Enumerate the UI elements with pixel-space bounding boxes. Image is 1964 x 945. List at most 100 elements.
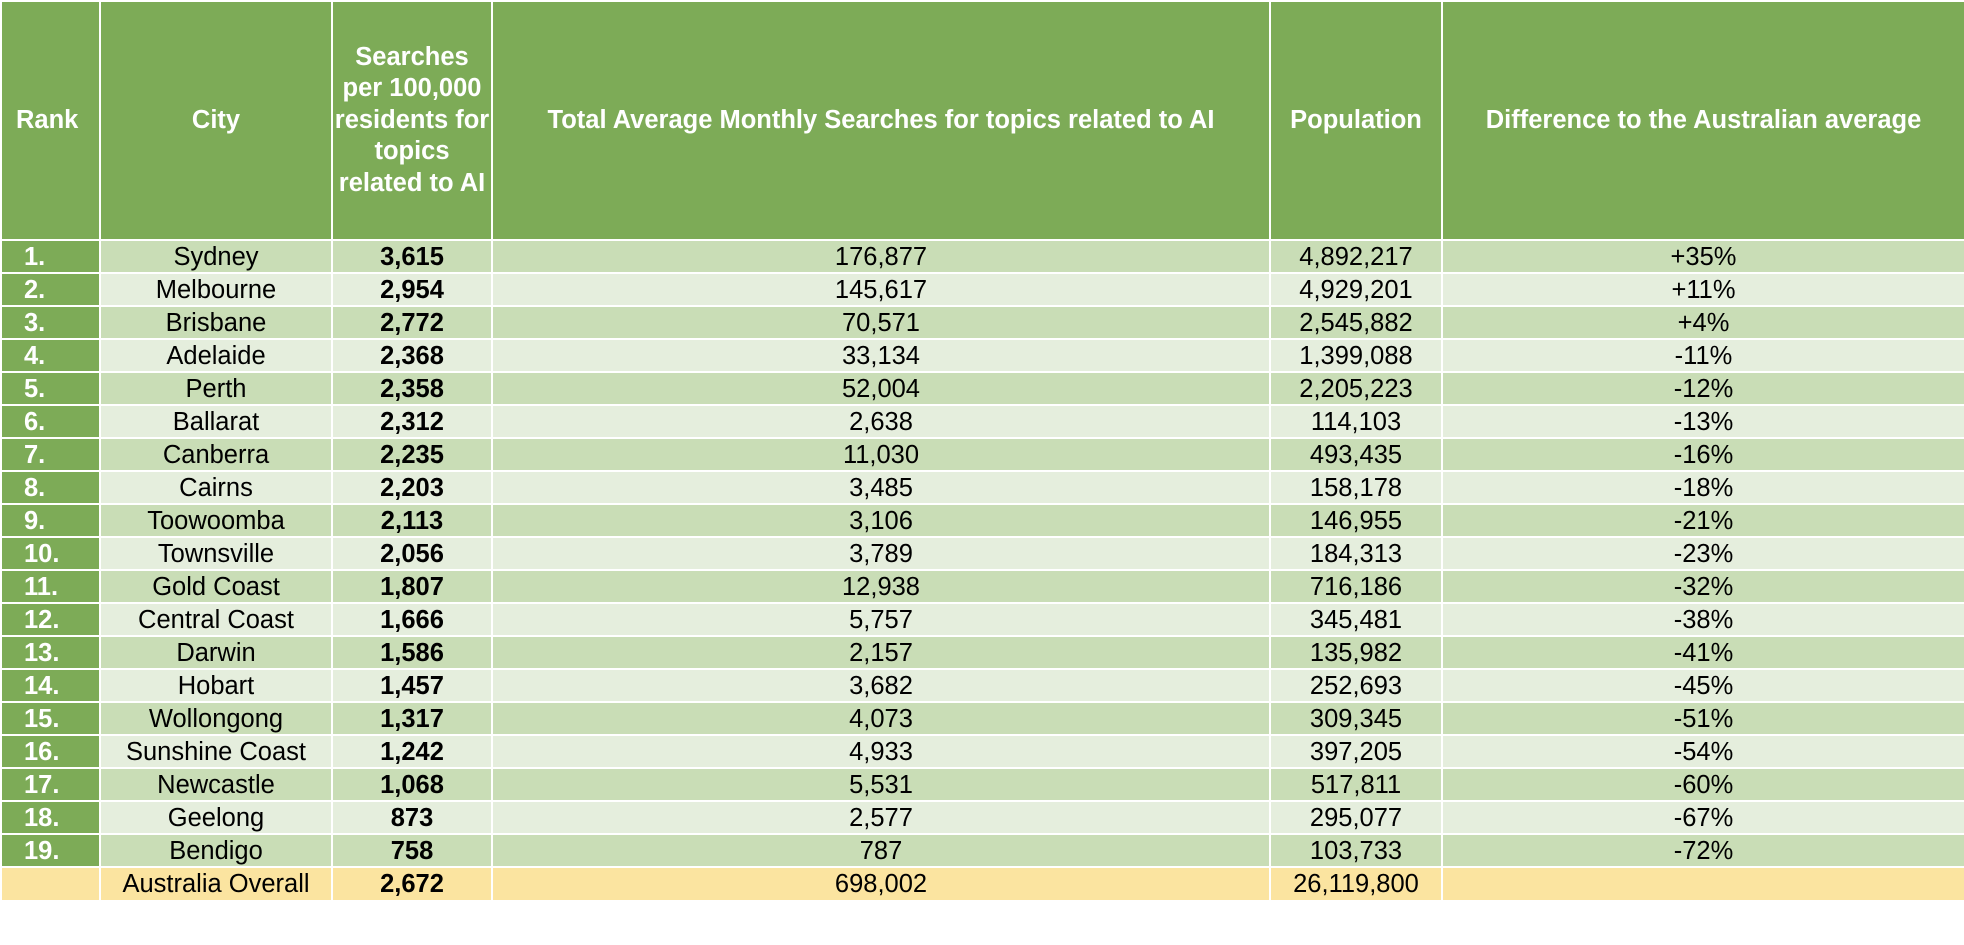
population-cell: 309,345: [1269, 701, 1443, 736]
col-header-city: City: [99, 0, 333, 241]
total-monthly-cell: 70,571: [491, 305, 1271, 340]
searches-per-100k-cell: 1,586: [331, 635, 493, 670]
population-cell: 158,178: [1269, 470, 1443, 505]
searches-per-100k-cell: 873: [331, 800, 493, 835]
searches-per-100k-cell: 3,615: [331, 239, 493, 274]
population-cell: 4,929,201: [1269, 272, 1443, 307]
difference-cell: -72%: [1441, 833, 1964, 868]
rank-cell: 11.: [0, 569, 101, 604]
table-row: 14. Hobart 1,457 3,682 252,693 -45%: [0, 668, 1964, 703]
total-monthly-cell: 176,877: [491, 239, 1271, 274]
searches-per-100k-cell: 2,368: [331, 338, 493, 373]
difference-cell: +35%: [1441, 239, 1964, 274]
rank-cell: 14.: [0, 668, 101, 703]
table-row: 10. Townsville 2,056 3,789 184,313 -23%: [0, 536, 1964, 571]
searches-per-100k-cell: 758: [331, 833, 493, 868]
population-cell: 135,982: [1269, 635, 1443, 670]
difference-cell: -11%: [1441, 338, 1964, 373]
table-row: 5. Perth 2,358 52,004 2,205,223 -12%: [0, 371, 1964, 406]
difference-cell: -51%: [1441, 701, 1964, 736]
total-population: 26,119,800: [1269, 866, 1443, 902]
difference-cell: -23%: [1441, 536, 1964, 571]
total-label: Australia Overall: [99, 866, 333, 902]
city-cell: Canberra: [99, 437, 333, 472]
city-cell: Darwin: [99, 635, 333, 670]
total-monthly-cell: 787: [491, 833, 1271, 868]
table-row: 18. Geelong 873 2,577 295,077 -67%: [0, 800, 1964, 835]
city-cell: Bendigo: [99, 833, 333, 868]
city-cell: Melbourne: [99, 272, 333, 307]
col-header-searches-per-100k: Searches per 100,000 residents for topic…: [331, 0, 493, 241]
population-cell: 517,811: [1269, 767, 1443, 802]
city-cell: Cairns: [99, 470, 333, 505]
total-monthly-cell: 3,789: [491, 536, 1271, 571]
population-cell: 1,399,088: [1269, 338, 1443, 373]
difference-cell: -13%: [1441, 404, 1964, 439]
searches-per-100k-cell: 1,068: [331, 767, 493, 802]
difference-cell: -38%: [1441, 602, 1964, 637]
table-body: 1. Sydney 3,615 176,877 4,892,217 +35% 2. Melbo…: [0, 239, 1964, 902]
table-row: 11. Gold Coast 1,807 12,938 716,186 -32%: [0, 569, 1964, 604]
total-monthly-cell: 4,073: [491, 701, 1271, 736]
city-cell: Sydney: [99, 239, 333, 274]
total-monthly-cell: 3,682: [491, 668, 1271, 703]
rank-cell: 19.: [0, 833, 101, 868]
searches-per-100k-cell: 2,056: [331, 536, 493, 571]
difference-cell: -54%: [1441, 734, 1964, 769]
table-row: 8. Cairns 2,203 3,485 158,178 -18%: [0, 470, 1964, 505]
total-monthly-cell: 2,577: [491, 800, 1271, 835]
city-cell: Wollongong: [99, 701, 333, 736]
population-cell: 295,077: [1269, 800, 1443, 835]
table-row: 7. Canberra 2,235 11,030 493,435 -16%: [0, 437, 1964, 472]
searches-per-100k-cell: 1,317: [331, 701, 493, 736]
header-row: Rank City Searches per 100,000 residents…: [0, 0, 1964, 241]
population-cell: 2,545,882: [1269, 305, 1443, 340]
table-row: 16. Sunshine Coast 1,242 4,933 397,205 -54%: [0, 734, 1964, 769]
rank-cell: 18.: [0, 800, 101, 835]
total-searches-per-100k: 2,672: [331, 866, 493, 902]
table-row: 13. Darwin 1,586 2,157 135,982 -41%: [0, 635, 1964, 670]
searches-per-100k-cell: 2,113: [331, 503, 493, 538]
col-header-difference: Difference to the Australian average: [1441, 0, 1964, 241]
total-monthly-cell: 12,938: [491, 569, 1271, 604]
rank-cell: 17.: [0, 767, 101, 802]
difference-cell: -32%: [1441, 569, 1964, 604]
total-monthly-cell: 2,638: [491, 404, 1271, 439]
city-cell: Toowoomba: [99, 503, 333, 538]
total-rank-cell: [0, 866, 101, 902]
difference-cell: -21%: [1441, 503, 1964, 538]
rank-cell: 12.: [0, 602, 101, 637]
searches-per-100k-cell: 2,235: [331, 437, 493, 472]
total-monthly-cell: 4,933: [491, 734, 1271, 769]
population-cell: 114,103: [1269, 404, 1443, 439]
rank-cell: 16.: [0, 734, 101, 769]
rank-cell: 8.: [0, 470, 101, 505]
city-cell: Adelaide: [99, 338, 333, 373]
ai-search-ranking-table: Rank City Searches per 100,000 residents…: [0, 0, 1964, 902]
total-monthly-cell: 3,106: [491, 503, 1271, 538]
total-difference-cell: [1441, 866, 1964, 902]
total-monthly-cell: 145,617: [491, 272, 1271, 307]
searches-per-100k-cell: 2,954: [331, 272, 493, 307]
total-monthly-cell: 52,004: [491, 371, 1271, 406]
population-cell: 716,186: [1269, 569, 1443, 604]
rank-cell: 15.: [0, 701, 101, 736]
population-cell: 2,205,223: [1269, 371, 1443, 406]
difference-cell: -41%: [1441, 635, 1964, 670]
difference-cell: +11%: [1441, 272, 1964, 307]
city-cell: Perth: [99, 371, 333, 406]
difference-cell: -60%: [1441, 767, 1964, 802]
rank-cell: 10.: [0, 536, 101, 571]
searches-per-100k-cell: 1,666: [331, 602, 493, 637]
rank-cell: 1.: [0, 239, 101, 274]
difference-cell: -18%: [1441, 470, 1964, 505]
rank-cell: 7.: [0, 437, 101, 472]
rank-cell: 9.: [0, 503, 101, 538]
searches-per-100k-cell: 1,807: [331, 569, 493, 604]
total-row: Australia Overall 2,672 698,002 26,119,8…: [0, 866, 1964, 902]
searches-per-100k-cell: 1,242: [331, 734, 493, 769]
population-cell: 146,955: [1269, 503, 1443, 538]
difference-cell: -45%: [1441, 668, 1964, 703]
rank-cell: 13.: [0, 635, 101, 670]
total-monthly-cell: 2,157: [491, 635, 1271, 670]
